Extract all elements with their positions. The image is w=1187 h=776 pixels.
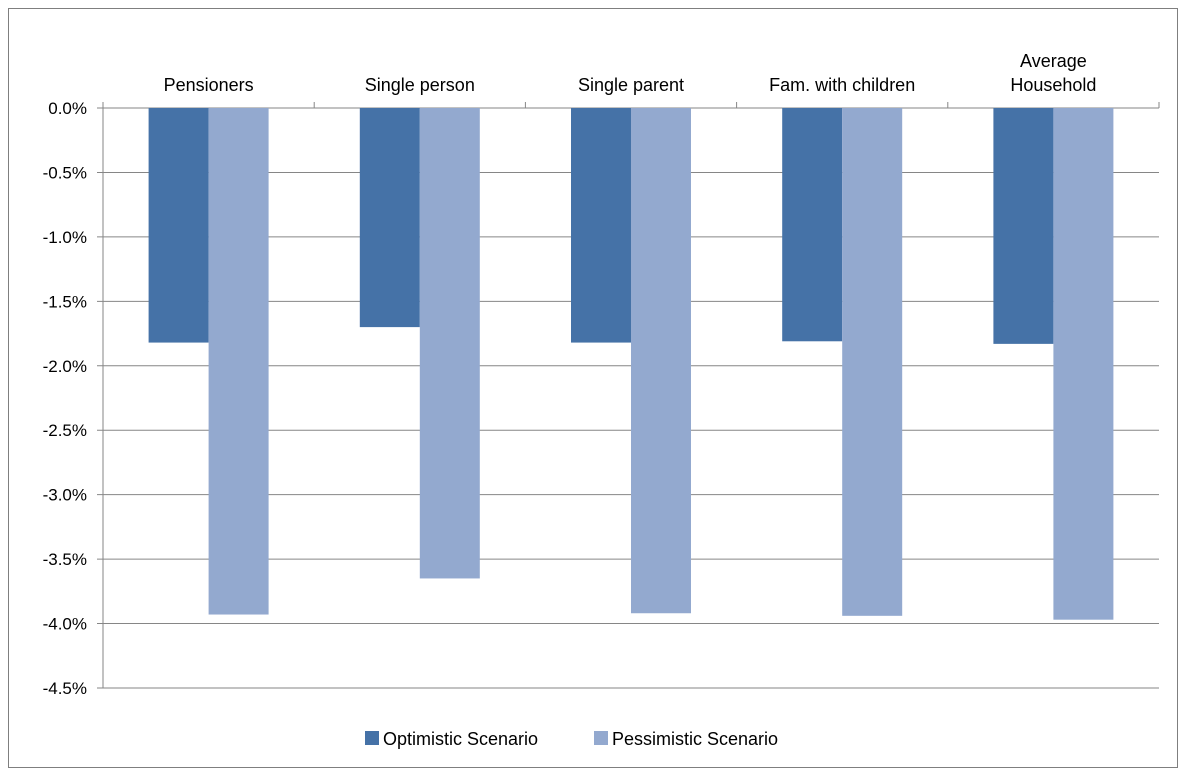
bar-chart: 0.0% -0.5% -1.0% -1.5% -2.0% -2.5% -3.0% -3.5% -… <box>43 51 1160 749</box>
y-tick-label: -3.0% <box>43 486 87 505</box>
y-tick-label: -4.5% <box>43 679 87 698</box>
category-label: Single person <box>365 75 475 95</box>
y-tick-label: -2.5% <box>43 421 87 440</box>
y-tick-label: -2.0% <box>43 357 87 376</box>
bar-pessimistic-3 <box>842 108 903 616</box>
category-label: Household <box>1010 75 1096 95</box>
y-tick-label: -3.5% <box>43 550 87 569</box>
axes <box>102 102 1160 688</box>
legend-swatch-pessimistic <box>594 731 608 745</box>
bar-optimistic-3 <box>782 108 843 342</box>
bar-pessimistic-4 <box>1053 108 1114 620</box>
category-label: Average <box>1020 51 1087 71</box>
y-tick-label: 0.0% <box>48 99 87 118</box>
y-tick-label: -4.0% <box>43 615 87 634</box>
legend-label-optimistic: Optimistic Scenario <box>383 729 538 749</box>
category-label: Pensioners <box>164 75 254 95</box>
chart-frame: 0.0% -0.5% -1.0% -1.5% -2.0% -2.5% -3.0% -3.5% -… <box>8 8 1178 768</box>
bar-pessimistic-1 <box>419 108 480 579</box>
category-label: Fam. with children <box>769 75 915 95</box>
bars <box>148 108 1114 620</box>
legend-swatch-optimistic <box>365 731 379 745</box>
bar-pessimistic-0 <box>208 108 269 615</box>
y-tick-label: -1.0% <box>43 228 87 247</box>
bar-optimistic-2 <box>571 108 631 343</box>
bar-optimistic-0 <box>148 108 209 343</box>
bar-pessimistic-2 <box>631 108 691 614</box>
y-tick-label: -1.5% <box>43 292 87 311</box>
legend: Optimistic Scenario Pessimistic Scenario <box>365 729 778 749</box>
legend-label-pessimistic: Pessimistic Scenario <box>612 729 778 749</box>
category-label: Single parent <box>578 75 684 95</box>
bar-optimistic-1 <box>359 108 420 328</box>
bar-optimistic-4 <box>993 108 1054 344</box>
y-tick-label: -0.5% <box>43 163 87 182</box>
y-tick-labels: 0.0% -0.5% -1.0% -1.5% -2.0% -2.5% -3.0% -3.5% -… <box>43 99 87 698</box>
category-labels: Pensioners Single person Single parent Fam.… <box>164 51 1097 95</box>
gridlines <box>97 107 1159 689</box>
